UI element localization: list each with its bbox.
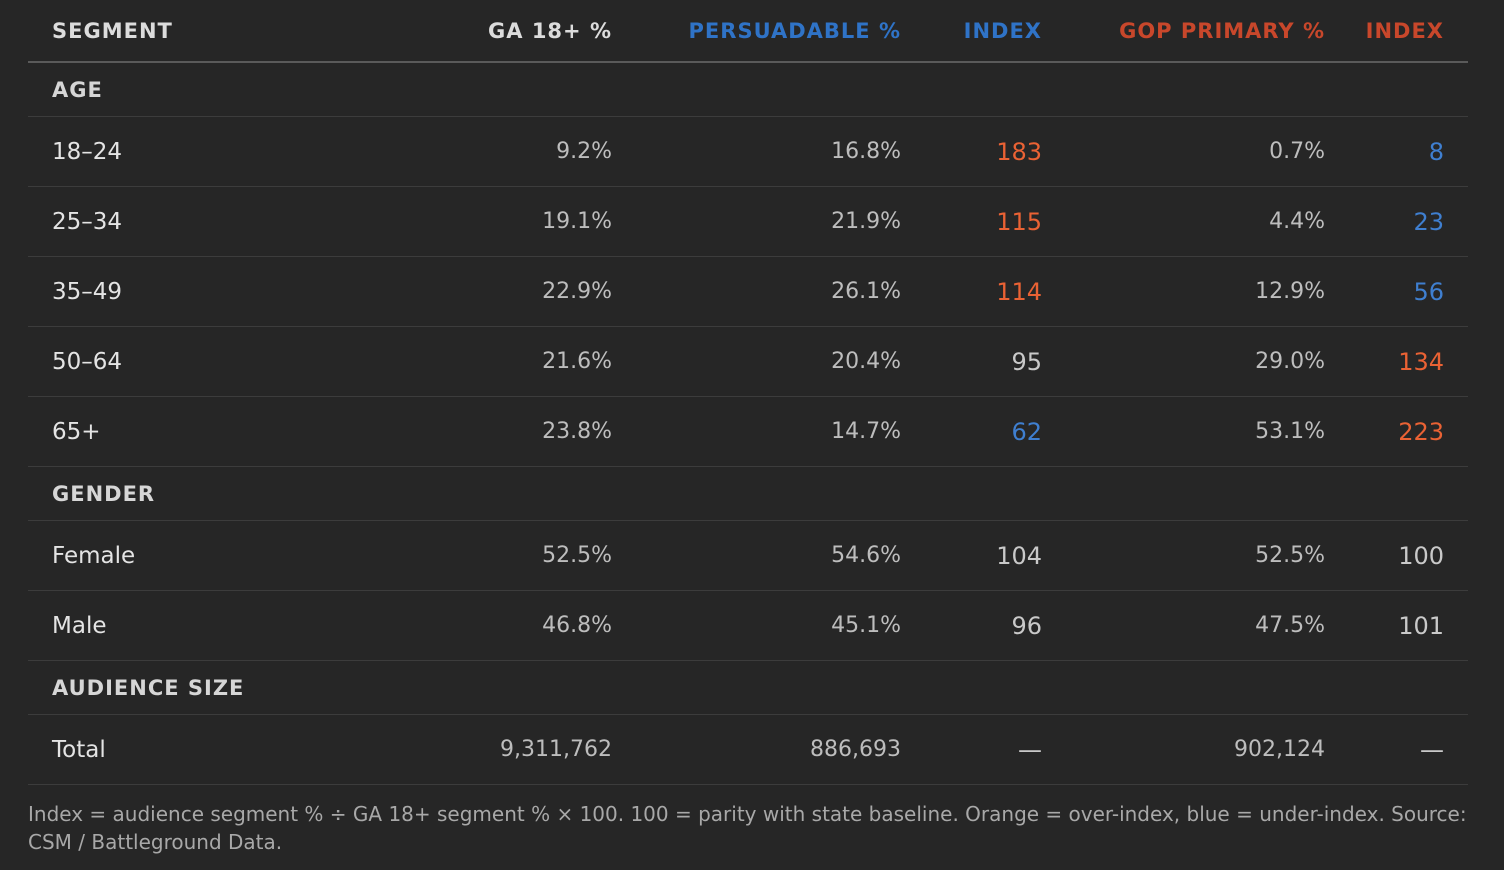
header-gop-primary-pct: GOP PRIMARY %	[1042, 0, 1325, 63]
table-body: AGE 18–24 9.2% 16.8% 183 0.7% 8 25–34 19.1% 21.9%…	[28, 62, 1468, 785]
table-row: 18–24 9.2% 16.8% 183 0.7% 8	[28, 116, 1468, 187]
persuadable-index-cell: 104	[901, 520, 1042, 591]
group-header-row: AGE	[28, 62, 1468, 117]
gop-index-cell: —	[1325, 714, 1468, 785]
header-row: SEGMENT GA 18+ % PERSUADABLE % INDEX GOP…	[28, 0, 1468, 63]
persuadable-pct-cell: 45.1%	[612, 590, 901, 661]
group-header-row: AUDIENCE SIZE	[28, 660, 1468, 715]
header-persuadable-index: INDEX	[901, 0, 1042, 63]
table-row: Female 52.5% 54.6% 104 52.5% 100	[28, 520, 1468, 591]
gop-primary-pct-cell: 0.7%	[1042, 116, 1325, 187]
group-label: GENDER	[28, 466, 1468, 521]
gop-primary-pct-cell: 29.0%	[1042, 326, 1325, 397]
persuadable-pct-cell: 54.6%	[612, 520, 901, 591]
table-row: Male 46.8% 45.1% 96 47.5% 101	[28, 590, 1468, 661]
segment-cell: 25–34	[28, 186, 228, 257]
segment-index-table-container: SEGMENT GA 18+ % PERSUADABLE % INDEX GOP…	[28, 0, 1468, 785]
persuadable-pct-cell: 21.9%	[612, 186, 901, 257]
persuadable-pct-cell: 16.8%	[612, 116, 901, 187]
segment-cell: Total	[28, 714, 228, 785]
segment-cell: 35–49	[28, 256, 228, 327]
gop-index-cell: 8	[1325, 116, 1468, 187]
gop-index-cell: 101	[1325, 590, 1468, 661]
ga-pct-cell: 23.8%	[228, 396, 612, 467]
table-row: 35–49 22.9% 26.1% 114 12.9% 56	[28, 256, 1468, 327]
gop-primary-pct-cell: 53.1%	[1042, 396, 1325, 467]
header-persuadable-pct: PERSUADABLE %	[612, 0, 901, 63]
table-row: 25–34 19.1% 21.9% 115 4.4% 23	[28, 186, 1468, 257]
gop-index-cell: 223	[1325, 396, 1468, 467]
ga-pct-cell: 52.5%	[228, 520, 612, 591]
segment-cell: Female	[28, 520, 228, 591]
group-label: AUDIENCE SIZE	[28, 660, 1468, 715]
persuadable-index-cell: 115	[901, 186, 1042, 257]
segment-cell: 50–64	[28, 326, 228, 397]
table-header: SEGMENT GA 18+ % PERSUADABLE % INDEX GOP…	[28, 0, 1468, 63]
persuadable-pct-cell: 20.4%	[612, 326, 901, 397]
group-label: AGE	[28, 62, 1468, 117]
group-header-row: GENDER	[28, 466, 1468, 521]
persuadable-pct-cell: 14.7%	[612, 396, 901, 467]
header-gop-index: INDEX	[1325, 0, 1468, 63]
persuadable-index-cell: 62	[901, 396, 1042, 467]
gop-primary-pct-cell: 4.4%	[1042, 186, 1325, 257]
persuadable-index-cell: —	[901, 714, 1042, 785]
gop-index-cell: 100	[1325, 520, 1468, 591]
table-row: 50–64 21.6% 20.4% 95 29.0% 134	[28, 326, 1468, 397]
ga-pct-cell: 9.2%	[228, 116, 612, 187]
ga-pct-cell: 19.1%	[228, 186, 612, 257]
gop-index-cell: 134	[1325, 326, 1468, 397]
ga-pct-cell: 9,311,762	[228, 714, 612, 785]
gop-primary-pct-cell: 902,124	[1042, 714, 1325, 785]
gop-primary-pct-cell: 12.9%	[1042, 256, 1325, 327]
table-row: Total 9,311,762 886,693—902,124—	[28, 714, 1468, 785]
header-ga-pct: GA 18+ %	[228, 0, 612, 63]
gop-index-cell: 23	[1325, 186, 1468, 257]
footnote: Index = audience segment % ÷ GA 18+ segm…	[28, 802, 1467, 854]
persuadable-index-cell: 96	[901, 590, 1042, 661]
persuadable-index-cell: 114	[901, 256, 1042, 327]
persuadable-pct-cell: 886,693	[612, 714, 901, 785]
segment-cell: 65+	[28, 396, 228, 467]
gop-index-cell: 56	[1325, 256, 1468, 327]
ga-pct-cell: 21.6%	[228, 326, 612, 397]
header-segment: SEGMENT	[28, 0, 228, 63]
segment-index-table: SEGMENT GA 18+ % PERSUADABLE % INDEX GOP…	[28, 0, 1468, 785]
persuadable-pct-cell: 26.1%	[612, 256, 901, 327]
ga-pct-cell: 22.9%	[228, 256, 612, 327]
table-row: 65+ 23.8% 14.7% 62 53.1% 223	[28, 396, 1468, 467]
persuadable-index-cell: 95	[901, 326, 1042, 397]
segment-cell: 18–24	[28, 116, 228, 187]
gop-primary-pct-cell: 52.5%	[1042, 520, 1325, 591]
gop-primary-pct-cell: 47.5%	[1042, 590, 1325, 661]
persuadable-index-cell: 183	[901, 116, 1042, 187]
ga-pct-cell: 46.8%	[228, 590, 612, 661]
segment-cell: Male	[28, 590, 228, 661]
